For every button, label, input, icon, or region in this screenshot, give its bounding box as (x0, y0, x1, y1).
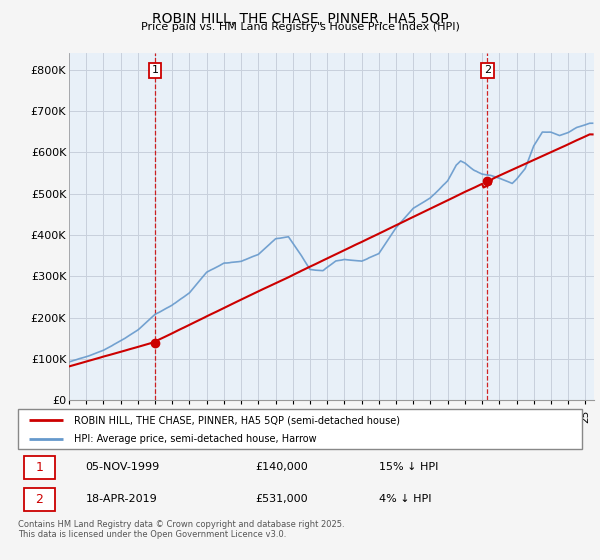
Bar (23, 455, 55, 479)
Text: 18-APR-2019: 18-APR-2019 (86, 494, 157, 504)
Bar (23, 488, 55, 511)
Text: 1: 1 (152, 66, 158, 76)
Text: Price paid vs. HM Land Registry's House Price Index (HPI): Price paid vs. HM Land Registry's House … (140, 22, 460, 32)
Text: 2: 2 (484, 66, 491, 76)
Text: 4% ↓ HPI: 4% ↓ HPI (379, 494, 431, 504)
Text: 05-NOV-1999: 05-NOV-1999 (86, 462, 160, 472)
Text: 1: 1 (35, 460, 43, 474)
Text: Contains HM Land Registry data © Crown copyright and database right 2025.
This d: Contains HM Land Registry data © Crown c… (18, 520, 344, 539)
Text: 15% ↓ HPI: 15% ↓ HPI (379, 462, 439, 472)
Text: £140,000: £140,000 (255, 462, 308, 472)
Text: £531,000: £531,000 (255, 494, 308, 504)
Text: HPI: Average price, semi-detached house, Harrow: HPI: Average price, semi-detached house,… (74, 434, 317, 444)
Text: ROBIN HILL, THE CHASE, PINNER, HA5 5QP (semi-detached house): ROBIN HILL, THE CHASE, PINNER, HA5 5QP (… (74, 415, 400, 425)
Text: ROBIN HILL, THE CHASE, PINNER, HA5 5QP: ROBIN HILL, THE CHASE, PINNER, HA5 5QP (152, 12, 448, 26)
Text: 2: 2 (35, 493, 43, 506)
